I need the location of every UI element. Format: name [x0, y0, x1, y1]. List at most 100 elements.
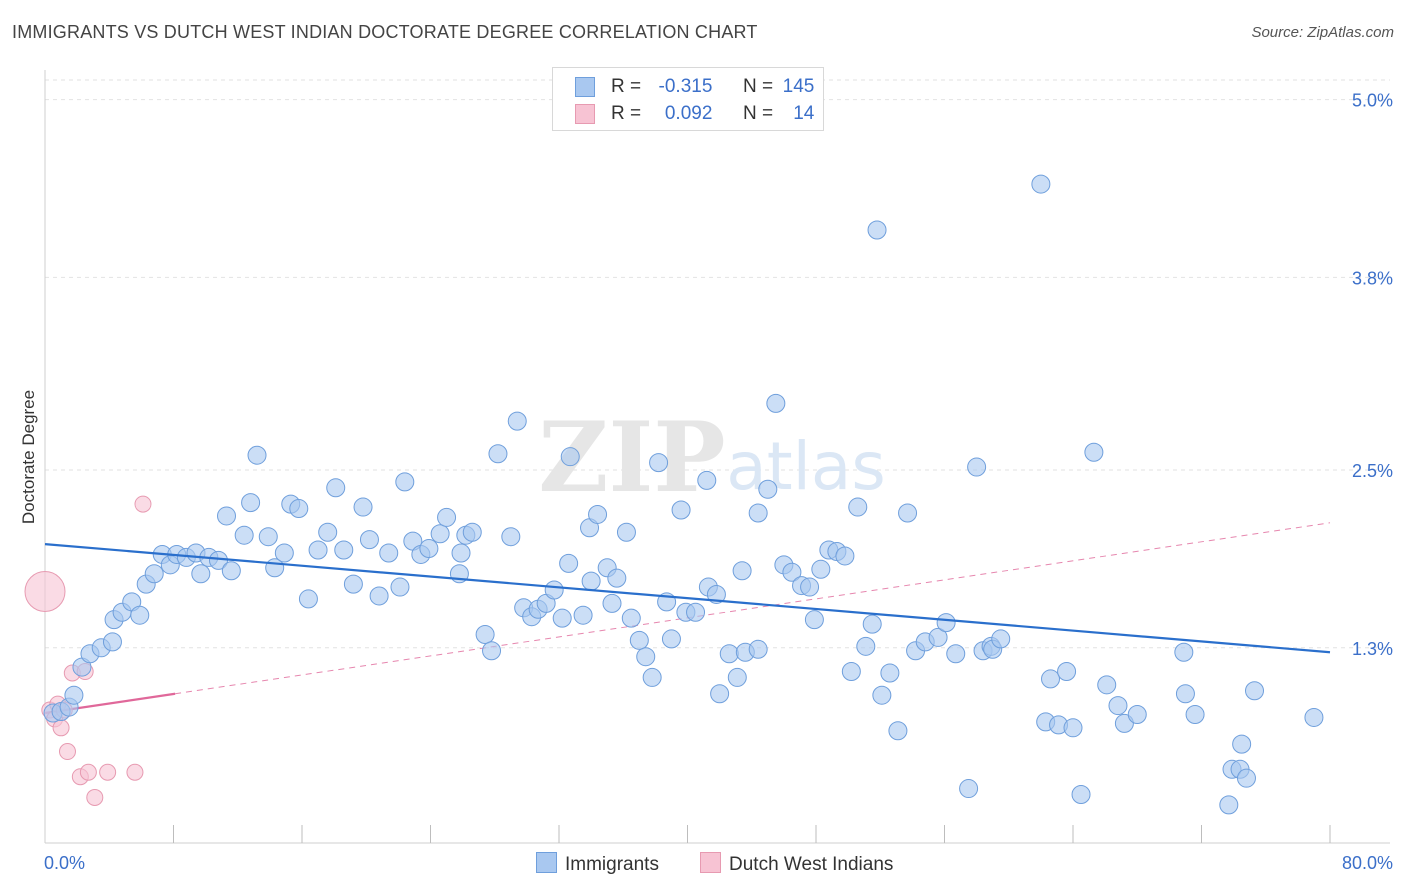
data-point-immigrants: [475, 624, 495, 644]
data-point-dutch-west-indians: [24, 571, 66, 613]
data-point-immigrants: [419, 539, 439, 559]
data-point-immigrants: [559, 553, 579, 573]
data-point-immigrants: [959, 779, 979, 799]
y-tick-label: 5.0%: [1352, 91, 1393, 111]
data-point-immigrants: [1127, 704, 1147, 724]
data-point-immigrants: [326, 478, 346, 498]
bottom-legend-label: Dutch West Indians: [729, 854, 894, 875]
data-point-immigrants: [636, 647, 656, 667]
data-point-immigrants: [274, 543, 294, 563]
legend-swatch-blue: [536, 852, 557, 873]
data-point-immigrants: [437, 507, 457, 527]
data-point-immigrants: [1219, 795, 1239, 815]
data-point-immigrants: [501, 527, 521, 547]
data-point-immigrants: [856, 636, 876, 656]
data-point-immigrants: [867, 220, 887, 240]
data-point-immigrants: [544, 580, 564, 600]
data-point-immigrants: [343, 574, 363, 594]
data-point-immigrants: [560, 447, 580, 467]
data-point-immigrants: [621, 608, 641, 628]
data-point-immigrants: [835, 546, 855, 566]
data-point-immigrants: [936, 613, 956, 633]
data-point-immigrants: [359, 530, 379, 550]
data-point-immigrants: [241, 493, 261, 513]
data-point-immigrants: [573, 605, 593, 625]
data-point-immigrants: [1185, 704, 1205, 724]
data-point-immigrants: [848, 497, 868, 517]
data-point-immigrants: [298, 589, 318, 609]
x-tick-label-max: 80.0%: [1342, 853, 1393, 873]
x-tick-label-min: 0.0%: [44, 853, 85, 873]
data-point-dutch-west-indians: [79, 763, 97, 781]
data-point-immigrants: [841, 662, 861, 682]
data-point-dutch-west-indians: [126, 763, 144, 781]
data-point-immigrants: [1031, 174, 1051, 194]
data-point-immigrants: [308, 540, 328, 560]
data-point-immigrants: [766, 393, 786, 413]
watermark-atlas: atlas: [726, 428, 886, 505]
bottom-legend-label: Immigrants: [565, 854, 659, 875]
data-point-immigrants: [748, 639, 768, 659]
data-point-immigrants: [1041, 669, 1061, 689]
y-tick-label: 1.3%: [1352, 639, 1393, 659]
data-point-immigrants: [130, 605, 150, 625]
data-point-immigrants: [686, 602, 706, 622]
chart-title: IMMIGRANTS VS DUTCH WEST INDIAN DOCTORAT…: [12, 22, 758, 42]
data-point-dutch-west-indians: [86, 788, 104, 806]
data-point-immigrants: [258, 527, 278, 547]
legend-n-value: 14: [793, 103, 815, 124]
data-point-immigrants: [1175, 684, 1195, 704]
data-point-immigrants: [1071, 784, 1091, 804]
data-point-immigrants: [191, 564, 211, 584]
data-point-immigrants: [862, 614, 882, 634]
data-point-immigrants: [390, 577, 410, 597]
data-point-immigrants: [1232, 734, 1252, 754]
legend-r-value: -0.315: [658, 76, 713, 97]
data-point-immigrants: [507, 411, 527, 431]
data-point-immigrants: [1304, 707, 1324, 727]
data-point-immigrants: [64, 685, 84, 705]
grid-lines: [45, 79, 1390, 649]
data-point-immigrants: [552, 608, 572, 628]
data-point-immigrants: [888, 721, 908, 741]
data-point-immigrants: [482, 641, 502, 661]
data-point-immigrants: [758, 479, 778, 499]
data-point-immigrants: [488, 444, 508, 464]
data-point-immigrants: [661, 629, 681, 649]
data-point-immigrants: [629, 630, 649, 650]
data-point-immigrants: [602, 593, 622, 613]
data-point-immigrants: [395, 472, 415, 492]
data-point-dutch-west-indians: [58, 743, 76, 761]
data-point-immigrants: [928, 627, 948, 647]
legend-n-label: N =: [742, 103, 774, 124]
y-axis-label: Doctorate Degree: [19, 390, 38, 524]
data-point-immigrants: [430, 524, 450, 544]
data-point-immigrants: [872, 685, 892, 705]
data-point-immigrants: [706, 584, 726, 604]
data-point-immigrants: [800, 577, 820, 597]
y-tick-label: 2.5%: [1352, 461, 1393, 481]
bottom-legend-dutch-west-indians[interactable]: Dutch West Indians: [700, 852, 893, 876]
data-point-immigrants: [581, 571, 601, 591]
legend-swatch-pink: [575, 104, 595, 124]
data-point-immigrants: [451, 543, 471, 563]
data-point-immigrants: [462, 522, 482, 542]
legend: R = -0.315 N = 145 R = 0.092 N = 14: [552, 67, 824, 131]
source-label: Source: ZipAtlas.com: [1251, 24, 1394, 41]
y-tick-labels: 1.3% 2.5% 3.8% 5.0%: [1352, 91, 1393, 659]
legend-swatch-blue: [575, 77, 595, 97]
data-point-immigrants: [946, 644, 966, 664]
data-point-immigrants: [991, 629, 1011, 649]
data-point-immigrants: [719, 644, 739, 664]
data-point-immigrants: [1236, 768, 1256, 788]
data-point-immigrants: [732, 561, 752, 581]
y-tick-label: 3.8%: [1352, 268, 1393, 288]
data-point-immigrants: [697, 470, 717, 490]
data-point-immigrants: [748, 503, 768, 523]
bottom-legend-immigrants[interactable]: Immigrants: [536, 852, 659, 876]
trend-line-immigrants: [44, 543, 1331, 654]
data-point-immigrants: [607, 568, 627, 588]
data-point-dutch-west-indians: [99, 763, 117, 781]
data-point-immigrants: [1057, 662, 1077, 682]
